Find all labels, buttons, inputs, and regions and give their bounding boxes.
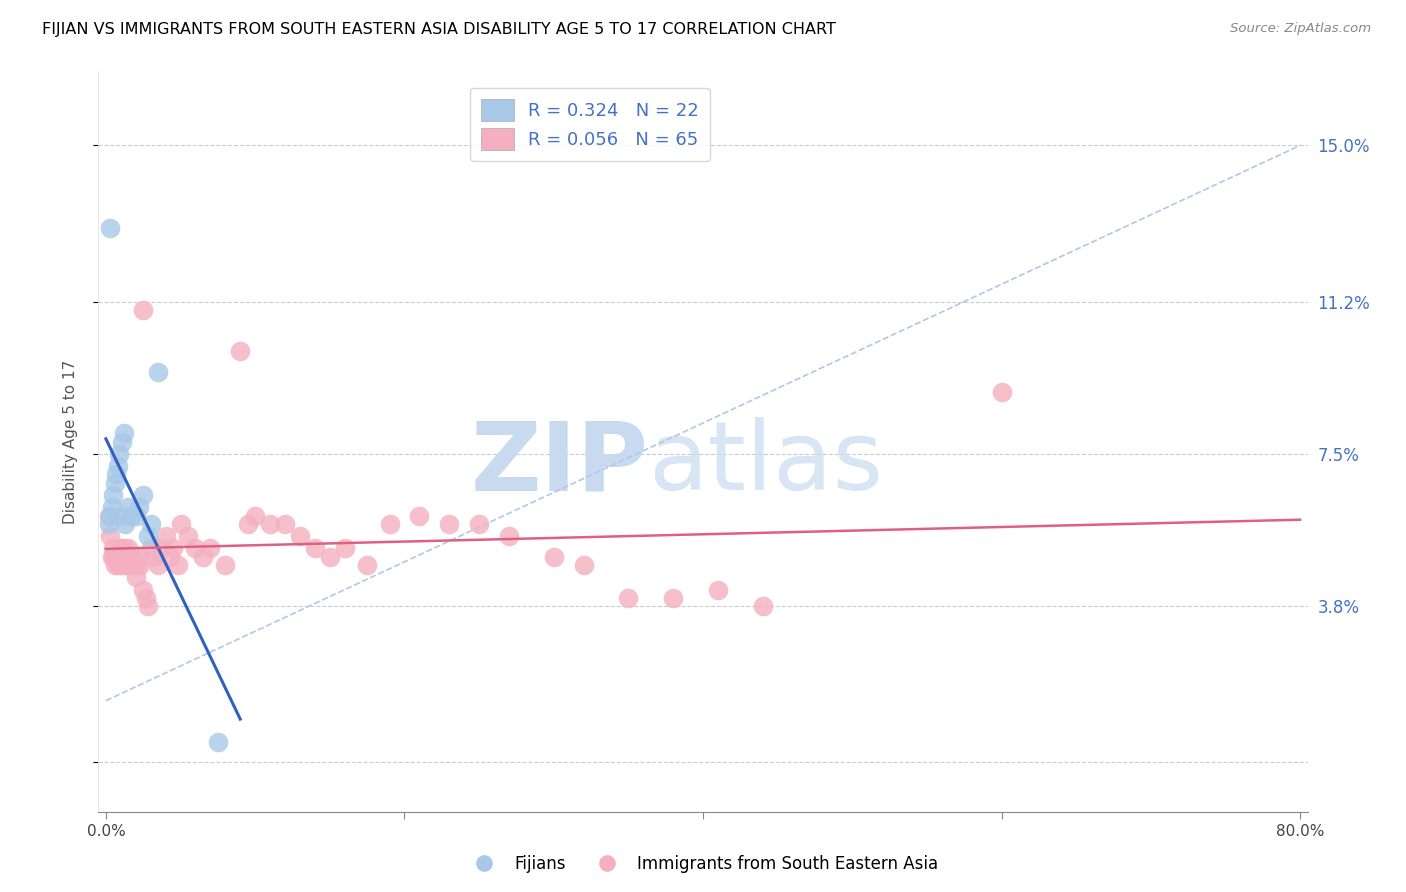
Point xyxy=(543,549,565,564)
Point xyxy=(288,529,311,543)
Point xyxy=(98,220,121,235)
Point xyxy=(707,582,730,597)
Point xyxy=(408,508,430,523)
Point xyxy=(146,558,169,572)
Point xyxy=(107,558,129,572)
Point xyxy=(117,500,139,515)
Point xyxy=(304,541,326,556)
Point xyxy=(236,516,259,531)
Point xyxy=(115,549,138,564)
Point xyxy=(136,599,159,613)
Point xyxy=(132,302,155,317)
Text: atlas: atlas xyxy=(648,417,884,510)
Point xyxy=(112,426,135,441)
Point xyxy=(142,549,165,564)
Point xyxy=(105,549,128,564)
Legend: Fijians, Immigrants from South Eastern Asia: Fijians, Immigrants from South Eastern A… xyxy=(461,848,945,880)
Point xyxy=(259,516,281,531)
Point xyxy=(110,541,132,556)
Point xyxy=(139,541,162,556)
Point xyxy=(103,541,125,556)
Point xyxy=(468,516,491,531)
Point xyxy=(98,508,121,523)
Point xyxy=(177,529,200,543)
Point xyxy=(97,516,120,531)
Point xyxy=(117,558,139,572)
Point xyxy=(128,549,150,564)
Point xyxy=(120,508,142,523)
Point xyxy=(136,529,159,543)
Text: FIJIAN VS IMMIGRANTS FROM SOUTH EASTERN ASIA DISABILITY AGE 5 TO 17 CORRELATION : FIJIAN VS IMMIGRANTS FROM SOUTH EASTERN … xyxy=(42,22,837,37)
Point xyxy=(990,385,1012,400)
Point xyxy=(112,541,135,556)
Point xyxy=(121,549,143,564)
Point xyxy=(118,549,141,564)
Point xyxy=(128,500,150,515)
Point xyxy=(105,467,128,482)
Point xyxy=(108,549,131,564)
Y-axis label: Disability Age 5 to 17: Disability Age 5 to 17 xyxy=(63,359,77,524)
Point xyxy=(662,591,685,605)
Point xyxy=(751,599,773,613)
Point xyxy=(132,582,155,597)
Point xyxy=(122,558,145,572)
Point xyxy=(184,541,207,556)
Point xyxy=(200,541,222,556)
Point xyxy=(114,516,136,531)
Point xyxy=(117,541,139,556)
Point xyxy=(572,558,595,572)
Point xyxy=(439,516,461,531)
Point xyxy=(125,570,148,584)
Point xyxy=(103,549,125,564)
Text: Source: ZipAtlas.com: Source: ZipAtlas.com xyxy=(1230,22,1371,36)
Point xyxy=(333,541,356,556)
Point xyxy=(243,508,266,523)
Point xyxy=(150,541,173,556)
Point xyxy=(104,558,127,572)
Point xyxy=(169,516,191,531)
Point xyxy=(132,488,155,502)
Point xyxy=(498,529,520,543)
Point xyxy=(101,500,124,515)
Legend: R = 0.324   N = 22, R = 0.056   N = 65: R = 0.324 N = 22, R = 0.056 N = 65 xyxy=(470,87,710,161)
Point xyxy=(125,508,148,523)
Point xyxy=(229,344,252,359)
Point xyxy=(111,434,134,449)
Point xyxy=(139,516,162,531)
Point xyxy=(108,447,131,461)
Point xyxy=(617,591,640,605)
Point xyxy=(98,529,121,543)
Point xyxy=(97,508,120,523)
Point xyxy=(166,558,188,572)
Point xyxy=(135,591,157,605)
Point xyxy=(191,549,214,564)
Point xyxy=(207,735,229,749)
Point xyxy=(319,549,342,564)
Point xyxy=(155,529,177,543)
Point xyxy=(110,508,132,523)
Point xyxy=(146,365,169,379)
Point xyxy=(107,459,129,474)
Point xyxy=(274,516,297,531)
Text: ZIP: ZIP xyxy=(471,417,648,510)
Point xyxy=(110,558,132,572)
Point xyxy=(127,558,149,572)
Point xyxy=(120,558,142,572)
Point xyxy=(101,549,124,564)
Point xyxy=(159,549,181,564)
Point xyxy=(129,558,152,572)
Point xyxy=(104,475,127,490)
Point xyxy=(103,488,125,502)
Point xyxy=(356,558,378,572)
Point xyxy=(114,558,136,572)
Point xyxy=(378,516,401,531)
Point xyxy=(214,558,236,572)
Point xyxy=(162,541,184,556)
Point xyxy=(111,549,134,564)
